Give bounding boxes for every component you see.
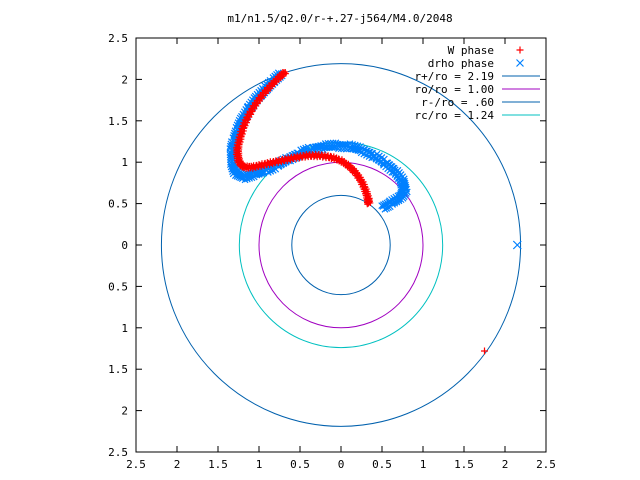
y-tick-label: 2.5: [108, 32, 128, 45]
chart-title: m1/n1.5/q2.0/r-+.27-j564/M4.0/2048: [227, 12, 452, 25]
plus-point: [364, 201, 371, 208]
plus-point: [481, 347, 488, 355]
x-tick-label: 2: [174, 458, 181, 471]
x-tick-label: 1.5: [454, 458, 474, 471]
y-tick-label: 0.5: [108, 280, 128, 293]
x-tick-label: 0: [338, 458, 345, 471]
legend-label: W phase: [448, 44, 494, 57]
x-tick-label: 0.5: [290, 458, 310, 471]
legend-label: drho phase: [428, 57, 494, 70]
y-tick-label: 1: [121, 322, 128, 335]
x-tick-label: 1: [420, 458, 427, 471]
circle-2: [291, 194, 391, 296]
y-tick-label: 1: [121, 156, 128, 169]
y-tick-label: 1.5: [108, 363, 128, 376]
x-tick-label: 2: [502, 458, 509, 471]
data-series: [226, 68, 522, 355]
legend-label: r-/ro = .60: [421, 96, 494, 109]
cross-point: [516, 59, 524, 67]
cross-point: [318, 142, 325, 150]
circle-0: [160, 63, 522, 427]
x-tick-label: 0.5: [372, 458, 392, 471]
cross-point: [378, 202, 386, 210]
axis-ticks: 2.5 2 1.5 1 0.5 0 0.5 1 1.5 2 2.52.521.510.500.511…: [108, 32, 556, 471]
x-tick-label: 2.5: [536, 458, 556, 471]
y-tick-label: 2: [121, 405, 128, 418]
y-tick-label: 2.5: [108, 446, 128, 459]
legend-label: ro/ro = 1.00: [415, 83, 494, 96]
x-tick-label: 1: [256, 458, 263, 471]
plus-point: [516, 46, 524, 54]
y-tick-label: 1.5: [108, 115, 128, 128]
x-tick-label: 1.5: [208, 458, 228, 471]
y-tick-label: 0: [121, 239, 128, 252]
y-tick-label: 0.5: [108, 198, 128, 211]
y-tick-label: 2: [121, 73, 128, 86]
legend-label: rc/ro = 1.24: [415, 109, 495, 122]
x-tick-label: 2.5: [126, 458, 146, 471]
legend-label: r+/ro = 2.19: [415, 70, 494, 83]
cross-point: [512, 240, 522, 250]
